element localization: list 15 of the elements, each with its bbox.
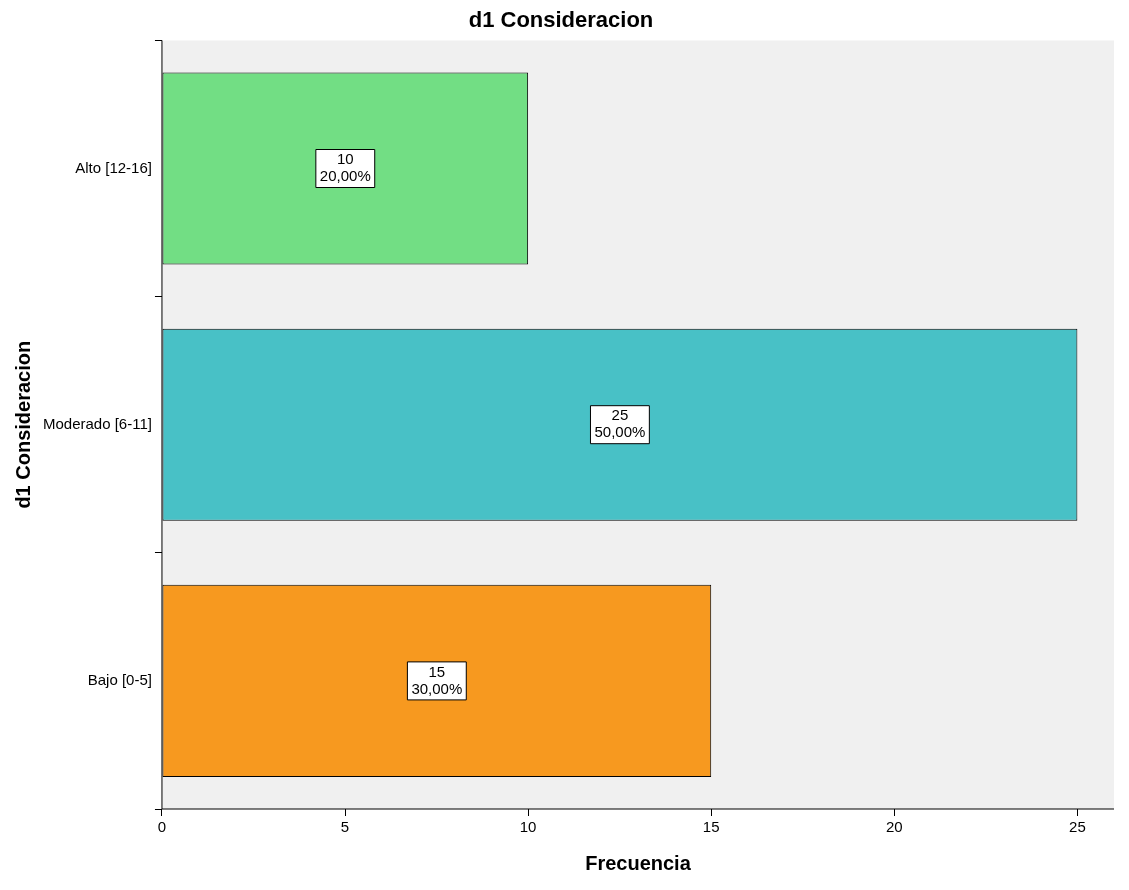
y-tick-label: Alto [12-16] (75, 158, 152, 176)
x-tick-label: 0 (157, 818, 167, 836)
y-tick-label: Moderado [6-11] (42, 414, 152, 432)
x-tick-label: 20 (885, 818, 903, 836)
y-tick-label: Bajo [0-5] (87, 671, 152, 689)
data-label: 10 20,00% (319, 150, 371, 185)
x-tick-label: 25 (1069, 818, 1086, 836)
chart-title: d1 Consideracion (468, 7, 654, 33)
x-axis-title: Frecuencia (585, 851, 692, 874)
y-axis-title: d1 Consideracion (11, 340, 34, 509)
data-label: 25 50,00% (594, 406, 646, 441)
data-label: 15 30,00% (411, 662, 463, 697)
x-tick-label: 5 (340, 818, 350, 836)
x-tick-label: 10 (519, 818, 537, 836)
x-tick-label: 15 (702, 818, 720, 836)
